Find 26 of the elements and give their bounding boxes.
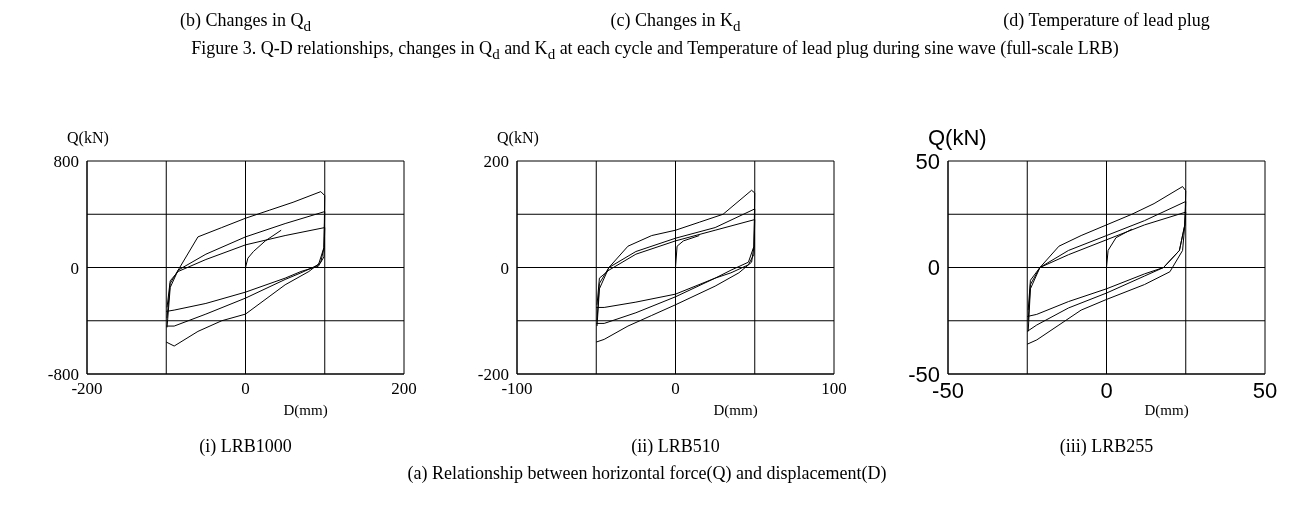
text: (d) Temperature of lead plug	[1002, 10, 1211, 31]
y-tick-label: 800	[53, 152, 79, 172]
x-tick-label: 50	[1252, 377, 1278, 403]
y-tick-label: 0	[927, 255, 940, 281]
y-axis-title: Q(kN)	[928, 125, 987, 151]
y-tick-label: 0	[70, 258, 79, 278]
x-axis-title: D(mm)	[1144, 402, 1189, 419]
x-tick-label: 0	[1100, 377, 1113, 403]
x-tick-label: -100	[501, 379, 533, 399]
text: (i) LRB1000	[198, 436, 293, 457]
y-tick-label: 0	[500, 258, 509, 278]
text: (ii) LRB510	[630, 436, 721, 457]
text: (a) Relationship between horizontal force(Q) and displacement(D)	[406, 463, 888, 484]
x-axis-title: D(mm)	[283, 402, 328, 419]
y-tick-label: 200	[483, 152, 509, 172]
y-axis-title: Q(kN)	[497, 129, 539, 147]
x-tick-label: 0	[241, 379, 250, 399]
x-axis-title: D(mm)	[713, 402, 758, 419]
x-tick-label: 200	[391, 379, 417, 399]
text: (b) Changes in Q$_{d}$	[179, 10, 312, 35]
text: (iii) LRB255	[1058, 436, 1155, 457]
x-tick-label: 0	[671, 379, 680, 399]
x-tick-label: 100	[821, 379, 847, 399]
text: (c) Changes in K$_{d}$	[609, 10, 742, 35]
y-axis-title: Q(kN)	[67, 129, 109, 147]
chart-subtitle: Figure 3. Q-D relationships, changes in Q$_{d}$ and K$_{d}$ at each cycle and Temperature of lead plug during sine wave (full-scale LRB)	[190, 38, 1120, 63]
